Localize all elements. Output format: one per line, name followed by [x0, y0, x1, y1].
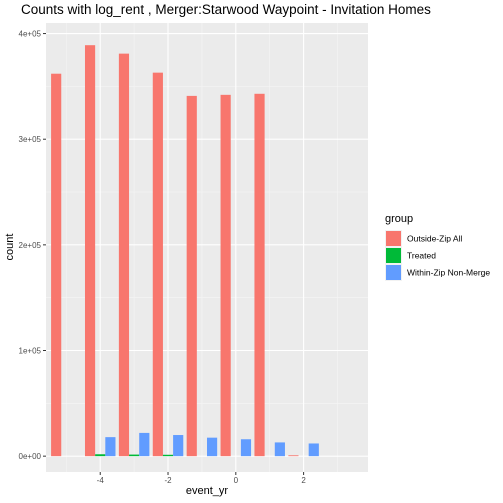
y-tick-label: 2e+05	[19, 241, 42, 250]
bar-within-zip-non-merge	[139, 432, 150, 457]
bar-treated	[95, 454, 106, 457]
bar-outside-zip-all	[288, 455, 299, 457]
legend-label: Treated	[407, 251, 436, 261]
bar-within-zip-non-merge	[240, 439, 252, 457]
grid-minor	[46, 23, 368, 472]
bar-within-zip-non-merge	[308, 443, 319, 457]
chart-title: Counts with log_rent , Merger:Starwood W…	[21, 2, 431, 17]
legend-key-swatch	[386, 265, 401, 280]
legend-key-swatch	[386, 231, 401, 246]
bar-treated	[162, 454, 174, 457]
bar-within-zip-non-merge	[207, 437, 218, 457]
plot-panel	[46, 23, 368, 472]
x-axis-ticks: -4 -2 0 2	[97, 472, 306, 485]
y-tick-label: 1e+05	[19, 347, 42, 356]
y-tick-label: 4e+05	[19, 30, 42, 39]
bar-within-zip-non-merge	[105, 437, 116, 457]
bars	[51, 45, 319, 457]
y-axis-title: count	[4, 234, 16, 261]
legend-label: Outside-Zip All	[407, 234, 462, 244]
legend-title: group	[385, 213, 413, 225]
x-tick-label: -4	[97, 476, 105, 485]
x-tick-label: -2	[164, 476, 172, 485]
y-tick-label: 0e+00	[19, 452, 42, 461]
bar-within-zip-non-merge	[274, 442, 285, 457]
legend: group Outside-Zip All Treated Within-Zip N…	[385, 213, 490, 281]
y-tick-label: 3e+05	[19, 135, 42, 144]
bar-outside-zip-all	[118, 53, 130, 457]
x-tick-label: 0	[234, 476, 239, 485]
bar-outside-zip-all	[186, 95, 197, 457]
bar-outside-zip-all	[51, 73, 62, 457]
bar-outside-zip-all	[220, 94, 231, 457]
y-axis-ticks: 0e+00 1e+05 2e+05 3e+05 4e+05	[19, 30, 46, 461]
bar-outside-zip-all	[152, 72, 163, 457]
bar-treated	[129, 454, 140, 457]
bar-within-zip-non-merge	[173, 435, 184, 457]
bar-outside-zip-all	[254, 93, 265, 457]
bar-outside-zip-all	[84, 45, 96, 457]
x-tick-label: 2	[301, 476, 306, 485]
legend-key-swatch	[386, 248, 401, 263]
x-axis-title: event_yr	[186, 485, 229, 497]
legend-label: Within-Zip Non-Merge	[407, 268, 490, 278]
